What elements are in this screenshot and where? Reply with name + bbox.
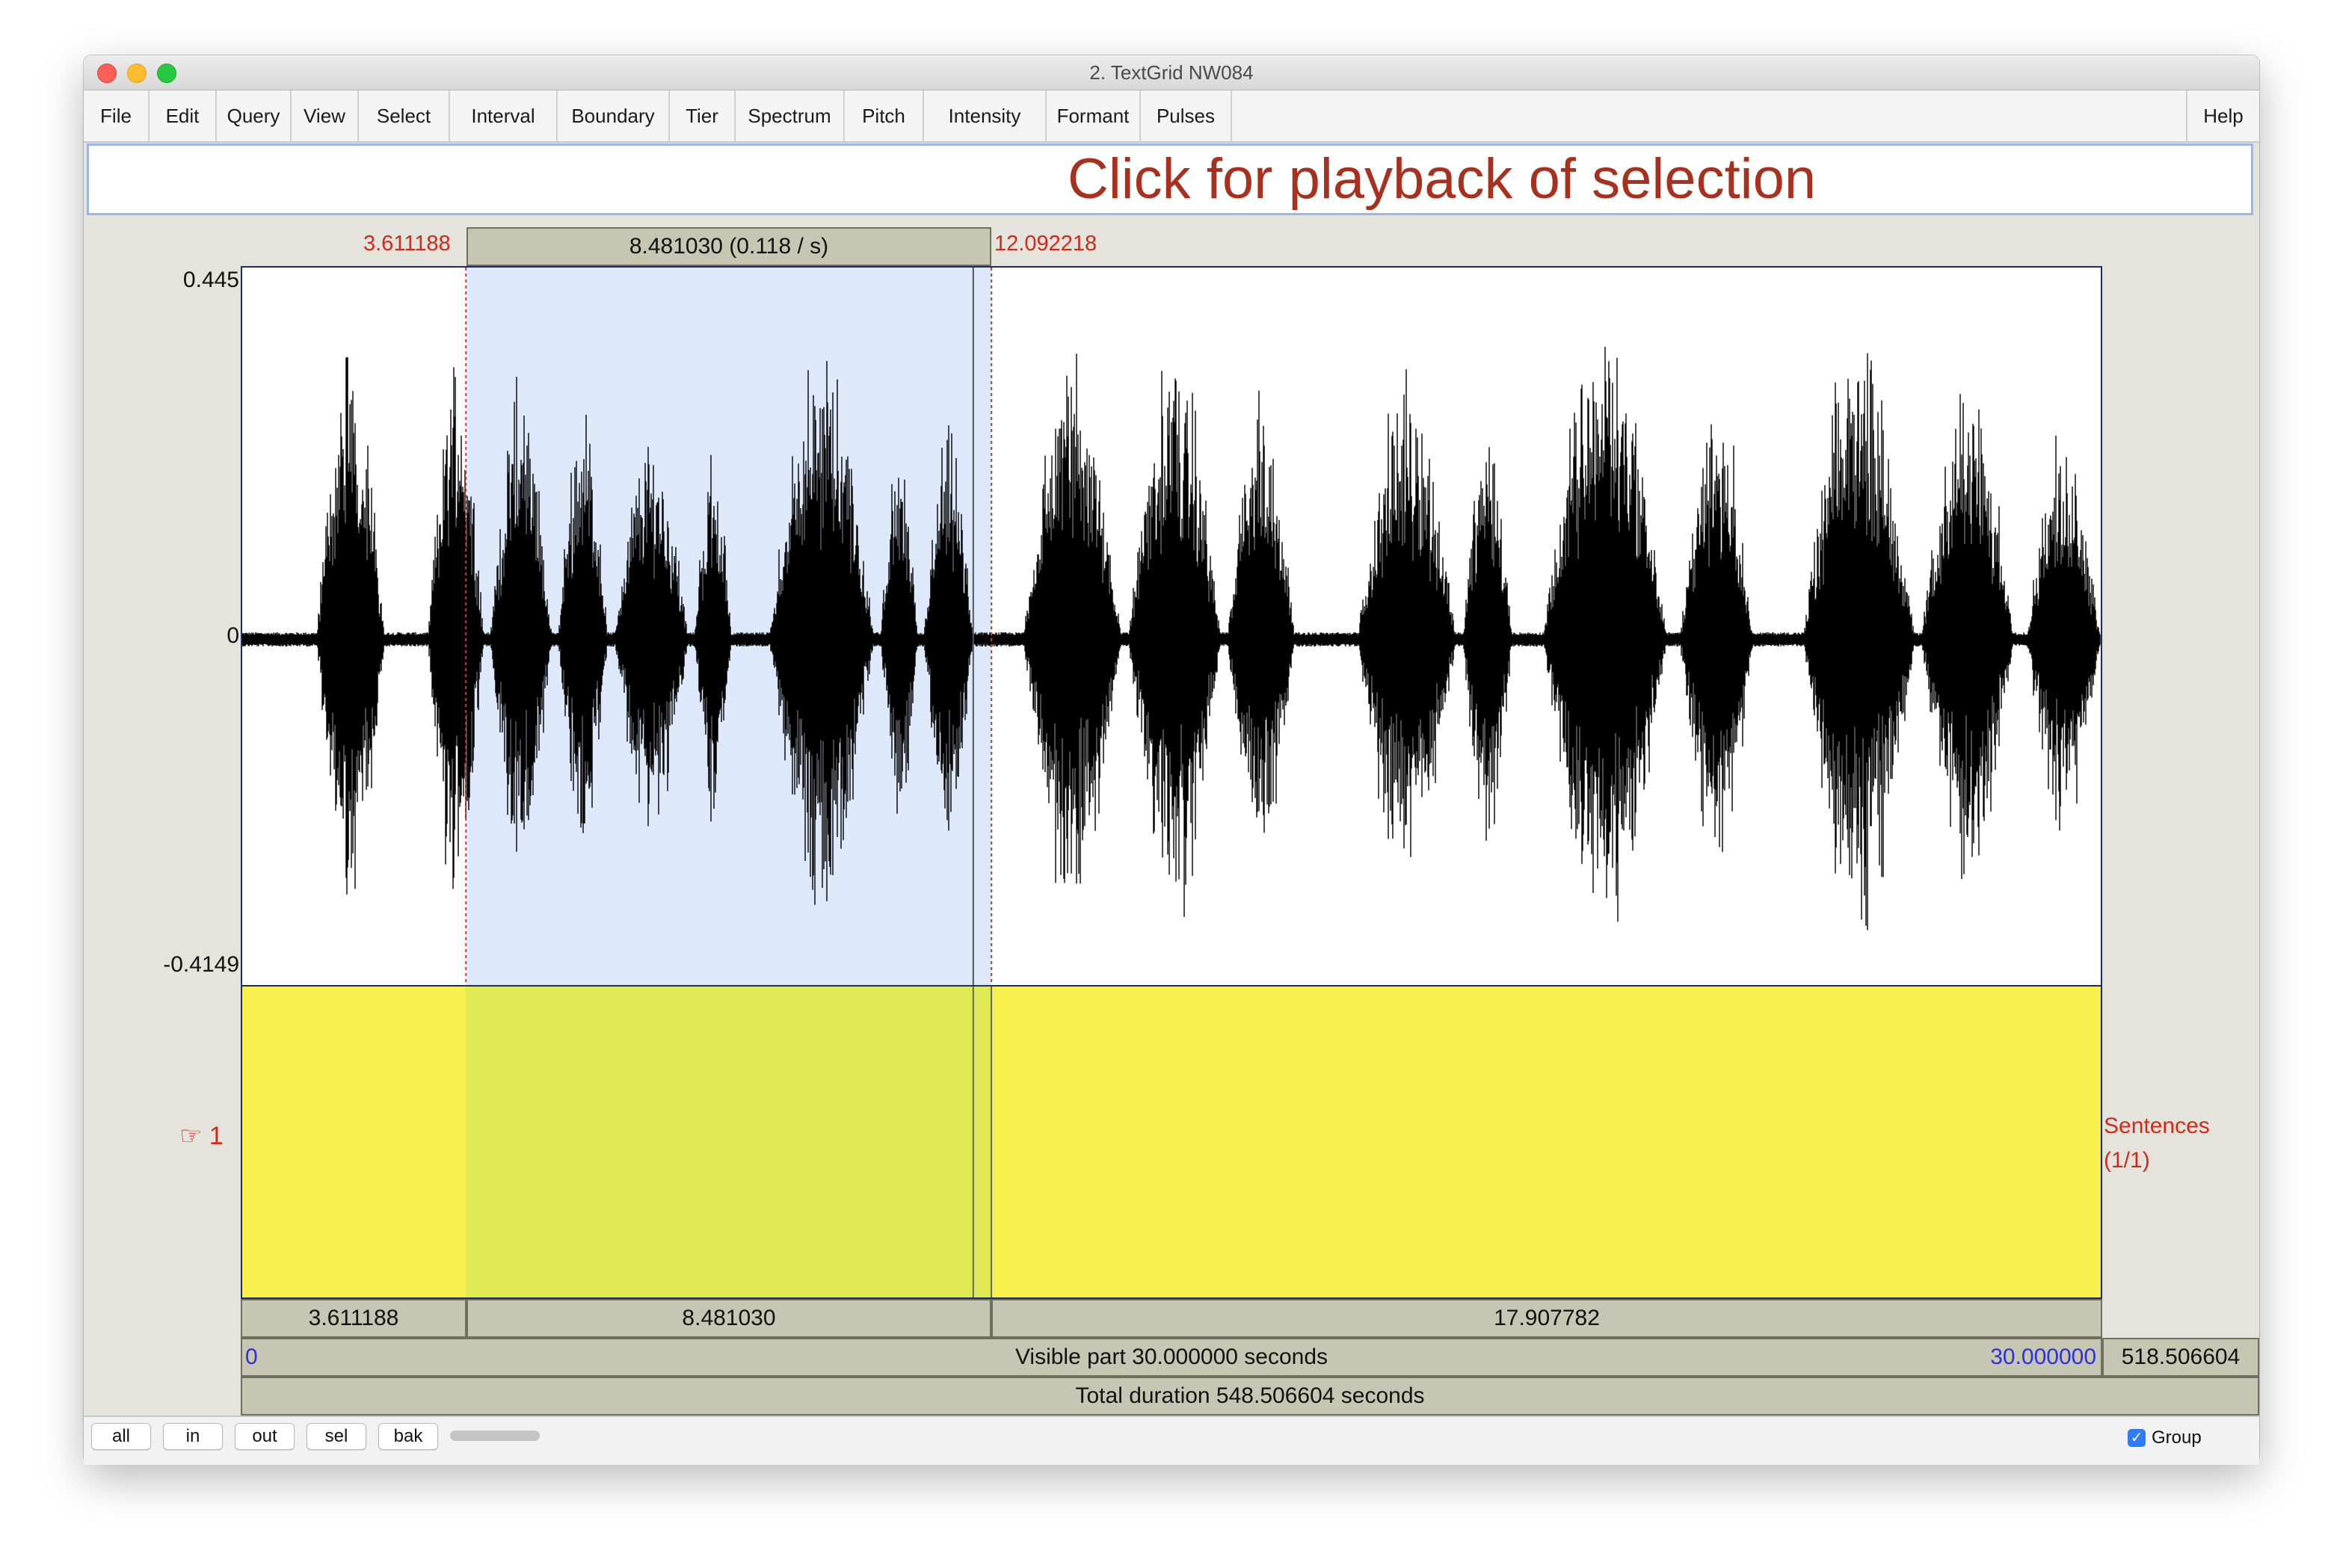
y-axis-zero-label: 0 [227,623,239,648]
waveform-panel[interactable] [241,266,2102,987]
close-window-button[interactable] [97,64,117,83]
menu-pulses[interactable]: Pulses [1141,90,1232,141]
zoom-out-button[interactable]: out [235,1423,295,1450]
bottom-toolbar: all in out sel bak ✓ Group [84,1416,2259,1465]
zoom-selection-button[interactable]: sel [307,1423,366,1450]
visible-end-time: 30.000000 [1990,1345,2096,1369]
menu-bar: File Edit Query View Select Interval Bou… [84,90,2259,143]
waveform-plot [242,268,2101,985]
playback-selection-bar[interactable] [87,143,2253,215]
menu-boundary[interactable]: Boundary [558,90,670,141]
segment-duration-row: 3.611188 8.481030 17.907782 [0,1299,2334,1338]
zoom-back-button[interactable]: bak [378,1423,438,1450]
segment-after-selection[interactable]: 17.907782 [991,1299,2102,1338]
visible-part-label: Visible part 30.000000 seconds [1014,1345,1328,1369]
visible-part-bar[interactable]: 0 Visible part 30.000000 seconds 30.0000… [241,1338,2102,1377]
menu-edit[interactable]: Edit [150,90,217,141]
menu-file[interactable]: File [84,90,150,141]
tier-number[interactable]: ☞ 1 [179,1122,224,1150]
annotation-text: Click for playback of selection [1068,147,1817,211]
tier-interval-count: (1/1) [2104,1148,2150,1173]
minimize-window-button[interactable] [127,64,147,83]
menu-query[interactable]: Query [217,90,292,141]
tier-plot [466,987,993,1297]
selection-start-time: 3.611188 [363,232,451,256]
menu-help[interactable]: Help [2186,90,2259,141]
menu-tier[interactable]: Tier [670,90,736,141]
title-bar: 2. TextGrid NW084 [84,55,2259,90]
segment-before-selection[interactable]: 3.611188 [241,1299,467,1338]
tier-selection-highlight [466,987,992,1297]
y-axis-min-label: -0.4149 [163,952,239,977]
menu-pitch[interactable]: Pitch [845,90,924,141]
group-checkbox[interactable]: ✓ [2128,1429,2146,1447]
window-title: 2. TextGrid NW084 [1089,61,1254,84]
menu-select[interactable]: Select [359,90,450,141]
menu-formant[interactable]: Formant [1047,90,1141,141]
menu-intensity[interactable]: Intensity [924,90,1047,141]
tier-name: Sentences [2104,1114,2210,1138]
selection-duration-button[interactable]: 8.481030 (0.118 / s) [467,227,991,266]
zoom-bar: all in out sel bak ✓ Group [84,1416,2259,1465]
remaining-duration-button[interactable]: 518.506604 [2102,1338,2259,1377]
menu-spectrum[interactable]: Spectrum [736,90,845,141]
y-axis-max-label: 0.445 [182,268,239,292]
tier-name-label[interactable]: Sentences (1/1) [2104,1109,2210,1178]
visible-start-time: 0 [245,1345,258,1369]
selection-end-time: 12.092218 [994,232,1097,256]
sentences-tier-panel[interactable] [241,987,2102,1299]
zoom-in-button[interactable]: in [163,1423,223,1450]
scrollbar-thumb[interactable] [450,1430,540,1441]
zoom-window-button[interactable] [157,64,176,83]
waveform-signal [242,347,2101,930]
group-label: Group [2152,1427,2202,1448]
segment-selection[interactable]: 8.481030 [467,1299,991,1338]
total-duration-bar[interactable]: Total duration 548.506604 seconds [241,1377,2259,1416]
zoom-all-button[interactable]: all [91,1423,151,1450]
horizontal-scrollbar[interactable] [450,1429,2170,1441]
menu-view[interactable]: View [292,90,359,141]
menu-interval[interactable]: Interval [450,90,558,141]
